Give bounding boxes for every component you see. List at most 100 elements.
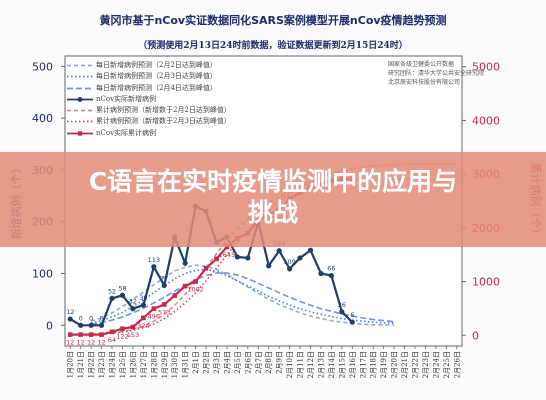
x-tick-label: 1月28日 (150, 351, 158, 378)
x-tick-label: 1月30日 (171, 351, 179, 378)
x-tick-label: 2月17日 (359, 351, 367, 378)
y-left-tick-label: 400 (32, 112, 53, 125)
legend-swatch (67, 75, 93, 78)
chart-subtitle: （预测使用2月13日24时前数据，验证数据更新到2月15日24时） (138, 41, 408, 51)
chart-legend: 每日新增病例预测（2月2日达到峰值） 每日新增病例预测（2月3日达到峰值） 每日新增… (66, 60, 306, 139)
y-right-tick-label: 1000 (472, 276, 500, 289)
legend-label: 每日新增病例预测（2月4日达到峰值） (96, 83, 217, 92)
data-label: 12 (66, 308, 74, 316)
series-point-3 (318, 270, 324, 277)
data-label: 496 (148, 313, 160, 321)
series-point-6 (99, 332, 104, 337)
series-point-3 (67, 316, 73, 322)
y-left-tick-label: 500 (32, 60, 53, 73)
x-tick-label: 1月29日 (161, 351, 169, 378)
data-label: 12 (87, 339, 95, 347)
x-tick-label: 1月25日 (119, 351, 127, 378)
x-tick-label: 2月3日 (213, 351, 221, 374)
x-tick-label: 1月21日 (77, 351, 85, 378)
legend-swatch (67, 121, 93, 123)
y-left-tick-label: 100 (32, 268, 53, 281)
legend-label: 累计病例预测（新增数于2月3日达到峰值） (96, 117, 231, 126)
x-tick-label: 2月4日 (223, 351, 231, 374)
series-point-3 (234, 254, 240, 260)
data-label: 1645 (219, 251, 236, 259)
series-point-6 (109, 329, 115, 335)
series-point-6 (130, 324, 136, 330)
series-point-6 (172, 293, 177, 298)
data-label: 113 (148, 256, 160, 264)
legend-item: 累计病例预测（新增数于2月3日达到峰值） (66, 116, 306, 127)
x-tick-label: 2月1日 (192, 351, 200, 374)
series-point-6 (203, 266, 209, 271)
series-point-6 (161, 302, 167, 307)
legend-label: 每日新增病例预测（2月3日达到峰值） (96, 72, 217, 81)
series-point-6 (141, 315, 146, 321)
legend-item: 累计病例预测（新增数于2月2日达到峰值） (66, 105, 306, 116)
legend-swatch (67, 87, 93, 89)
x-tick-label: 1月26日 (129, 351, 137, 378)
legend-item: nCov实际新增病例 (66, 94, 306, 105)
series-point-3 (78, 322, 84, 328)
x-tick-label: 2月23日 (422, 351, 430, 378)
data-label: 58 (118, 284, 126, 292)
series-point-3 (119, 292, 126, 298)
series-point-6 (67, 332, 73, 337)
series-point-3 (109, 295, 115, 301)
x-tick-label: 2月13日 (317, 351, 325, 378)
legend-item: nCov实际累计病例 (66, 128, 306, 139)
legend-swatch (67, 109, 93, 112)
data-label: 573 (158, 308, 170, 316)
x-tick-label: 1月22日 (88, 351, 96, 378)
x-tick-label: 2月8日 (265, 351, 273, 374)
x-tick-label: 2月24日 (432, 351, 440, 378)
series-point-6 (88, 332, 94, 337)
x-tick-label: 2月14日 (328, 351, 336, 378)
data-label: 6 (350, 311, 354, 319)
x-tick-label: 2月2日 (203, 351, 211, 374)
series-point-3 (98, 322, 105, 328)
data-label: 12 (97, 339, 105, 347)
legend-label: nCov实际新增病例 (96, 94, 157, 103)
x-tick-label: 2月18日 (370, 351, 378, 378)
source-line: 北京辰安科技股份有限公司 (388, 79, 461, 86)
series-point-3 (182, 260, 188, 266)
legend-label: 累计病例预测（新增数于2月2日达到峰值） (96, 106, 231, 115)
series-point-3 (161, 282, 167, 289)
series-point-3 (297, 255, 303, 261)
x-tick-label: 2月10日 (286, 351, 294, 378)
x-tick-label: 2月21日 (401, 351, 409, 378)
series-point-3 (151, 264, 157, 270)
data-label: 32 (129, 298, 137, 306)
source-line: 研究团队：清华大学公共安全研究院 (388, 70, 485, 77)
data-label: 66 (327, 265, 335, 273)
x-tick-label: 2月26日 (453, 351, 461, 378)
series-point-3 (140, 302, 146, 308)
y-right-tick-label: 5000 (472, 61, 500, 74)
legend-label: 每日新增病例预测（2月2日达到峰值） (96, 61, 217, 69)
series-point-3 (307, 247, 314, 253)
x-tick-label: 1月20日 (67, 351, 75, 378)
data-label: 12 (77, 339, 85, 347)
overlay-banner: C语言在实时疫情监测中的应用与 挑战 (0, 152, 546, 247)
data-label: 122 (116, 333, 128, 341)
x-tick-label: 1月24日 (109, 351, 117, 378)
legend-item: 每日新增病例预测（2月4日达到峰值） (66, 83, 306, 94)
series-point-3 (339, 309, 345, 315)
legend-label: nCov实际累计病例 (96, 128, 157, 137)
series-point-3 (349, 319, 355, 325)
legend-swatch (67, 131, 93, 136)
x-tick-label: 1月27日 (140, 351, 148, 378)
data-label: 26 (338, 301, 346, 309)
legend-item: 每日新增病例预测（2月3日达到峰值） (66, 71, 306, 82)
y-left-tick-label: 0 (46, 319, 53, 332)
series-point-3 (130, 306, 136, 312)
series-point-6 (193, 279, 198, 284)
series-point-6 (78, 332, 83, 337)
x-tick-label: 2月11日 (297, 351, 305, 378)
series-point-3 (88, 322, 94, 328)
x-tick-label: 2月12日 (307, 351, 315, 378)
legend-swatch (67, 96, 93, 102)
data-label: 0 (99, 314, 103, 322)
data-label: 52 (108, 287, 116, 295)
